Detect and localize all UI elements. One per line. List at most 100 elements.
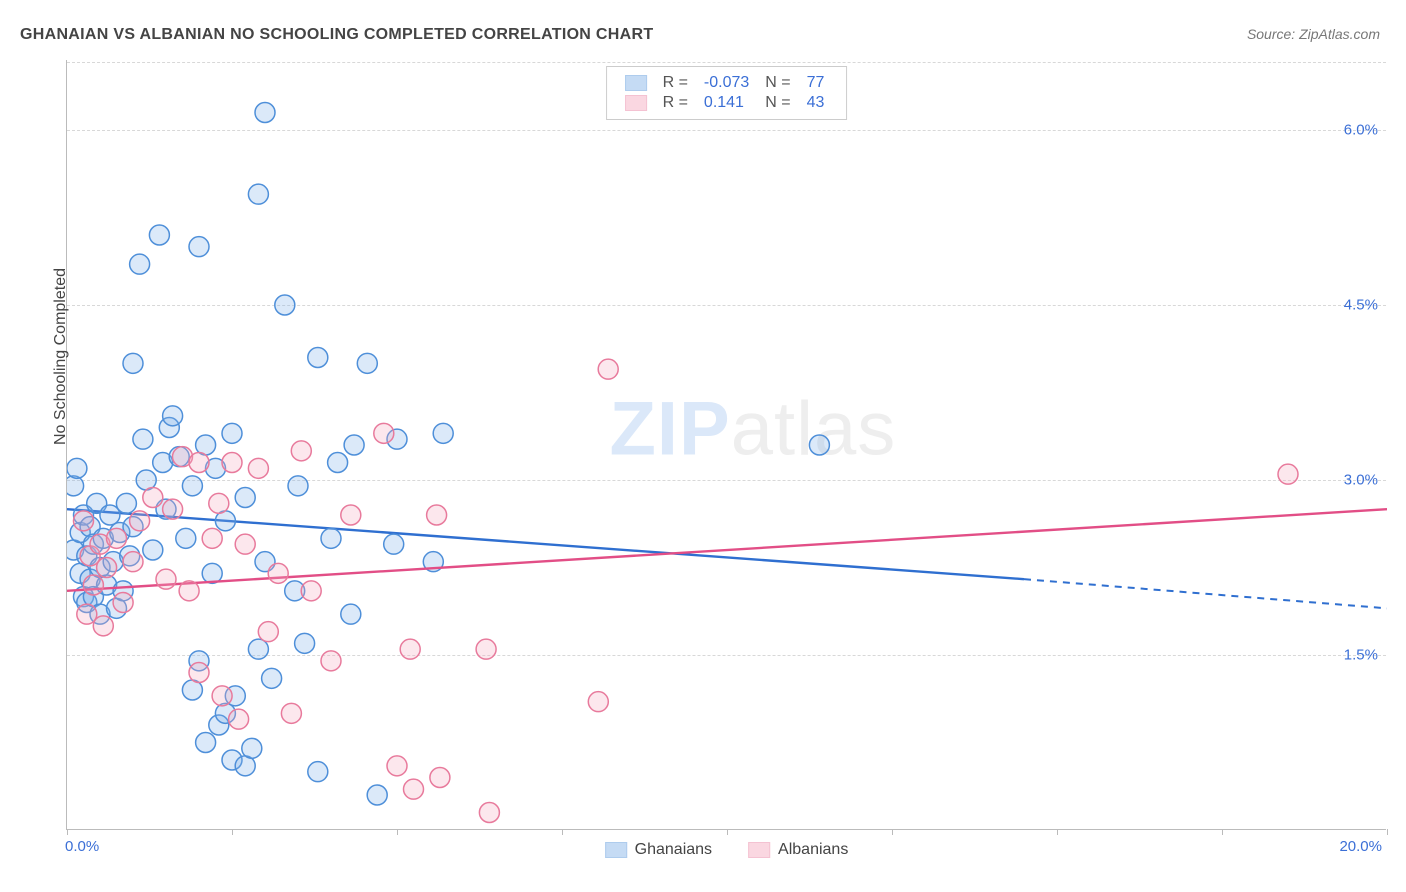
data-point	[130, 254, 150, 274]
data-point	[133, 429, 153, 449]
data-point	[374, 423, 394, 443]
data-point	[248, 639, 268, 659]
data-point	[67, 458, 87, 478]
data-point	[212, 686, 232, 706]
legend-stats-box: R =-0.073N =77 R =0.141N =43	[606, 66, 848, 120]
legend-r-value: 0.141	[696, 93, 757, 113]
data-point	[229, 709, 249, 729]
data-point	[1278, 464, 1298, 484]
data-point	[97, 558, 117, 578]
legend-swatch-icon	[605, 842, 627, 858]
x-tick-label: 0.0%	[65, 838, 99, 855]
data-point	[163, 499, 183, 519]
legend-n-label: N =	[757, 73, 798, 93]
scatter-svg	[67, 60, 1387, 830]
legend-n-value: 77	[799, 73, 833, 93]
data-point	[341, 604, 361, 624]
legend-n-value: 43	[799, 93, 833, 113]
x-tick-label: 20.0%	[1339, 838, 1382, 855]
data-point	[107, 528, 127, 548]
data-point	[308, 762, 328, 782]
data-point	[163, 406, 183, 426]
legend-item: Ghanaians	[605, 841, 712, 859]
regression-line-extrapolated	[1024, 579, 1387, 608]
data-point	[176, 528, 196, 548]
legend-r-value: -0.073	[696, 73, 757, 93]
data-point	[281, 703, 301, 723]
data-point	[321, 528, 341, 548]
legend-series-name: Ghanaians	[635, 841, 712, 859]
data-point	[83, 575, 103, 595]
data-point	[242, 738, 262, 758]
x-tick	[1387, 829, 1388, 835]
legend-item: Albanians	[748, 841, 848, 859]
data-point	[809, 435, 829, 455]
legend-swatch-icon	[748, 842, 770, 858]
legend-swatch-icon	[625, 95, 647, 111]
data-point	[288, 476, 308, 496]
data-point	[400, 639, 420, 659]
data-point	[248, 458, 268, 478]
data-point	[123, 552, 143, 572]
data-point	[275, 295, 295, 315]
data-point	[182, 476, 202, 496]
data-point	[430, 768, 450, 788]
data-point	[202, 528, 222, 548]
data-point	[156, 569, 176, 589]
data-point	[291, 441, 311, 461]
legend-n-label: N =	[757, 93, 798, 113]
data-point	[189, 237, 209, 257]
data-point	[341, 505, 361, 525]
data-point	[248, 184, 268, 204]
data-point	[196, 733, 216, 753]
data-point	[427, 505, 447, 525]
data-point	[74, 511, 94, 531]
data-point	[113, 593, 133, 613]
data-point	[130, 511, 150, 531]
regression-line	[67, 509, 1387, 591]
data-point	[433, 423, 453, 443]
data-point	[328, 453, 348, 473]
data-point	[262, 668, 282, 688]
data-point	[308, 348, 328, 368]
data-point	[235, 534, 255, 554]
data-point	[222, 423, 242, 443]
data-point	[235, 488, 255, 508]
legend-series-name: Albanians	[778, 841, 848, 859]
data-point	[301, 581, 321, 601]
legend-r-label: R =	[655, 93, 696, 113]
data-point	[116, 493, 136, 513]
legend-r-label: R =	[655, 73, 696, 93]
data-point	[149, 225, 169, 245]
data-point	[258, 622, 278, 642]
data-point	[476, 639, 496, 659]
data-point	[344, 435, 364, 455]
data-point	[588, 692, 608, 712]
data-point	[479, 803, 499, 823]
data-point	[295, 633, 315, 653]
data-point	[255, 103, 275, 123]
data-point	[123, 353, 143, 373]
data-point	[268, 563, 288, 583]
legend-series: Ghanaians Albanians	[605, 841, 849, 859]
data-point	[357, 353, 377, 373]
data-point	[143, 540, 163, 560]
source-credit: Source: ZipAtlas.com	[1247, 26, 1380, 42]
data-point	[598, 359, 618, 379]
plot-area: No Schooling Completed ZIPatlas 1.5%3.0%…	[66, 60, 1386, 830]
data-point	[387, 756, 407, 776]
data-point	[143, 488, 163, 508]
data-point	[179, 581, 199, 601]
data-point	[209, 493, 229, 513]
data-point	[222, 453, 242, 473]
data-point	[367, 785, 387, 805]
data-point	[404, 779, 424, 799]
data-point	[189, 663, 209, 683]
data-point	[321, 651, 341, 671]
data-point	[189, 453, 209, 473]
chart-title: GHANAIAN VS ALBANIAN NO SCHOOLING COMPLE…	[20, 26, 653, 44]
data-point	[93, 616, 113, 636]
correlation-chart: GHANAIAN VS ALBANIAN NO SCHOOLING COMPLE…	[20, 20, 1386, 872]
legend-swatch-icon	[625, 75, 647, 91]
data-point	[384, 534, 404, 554]
